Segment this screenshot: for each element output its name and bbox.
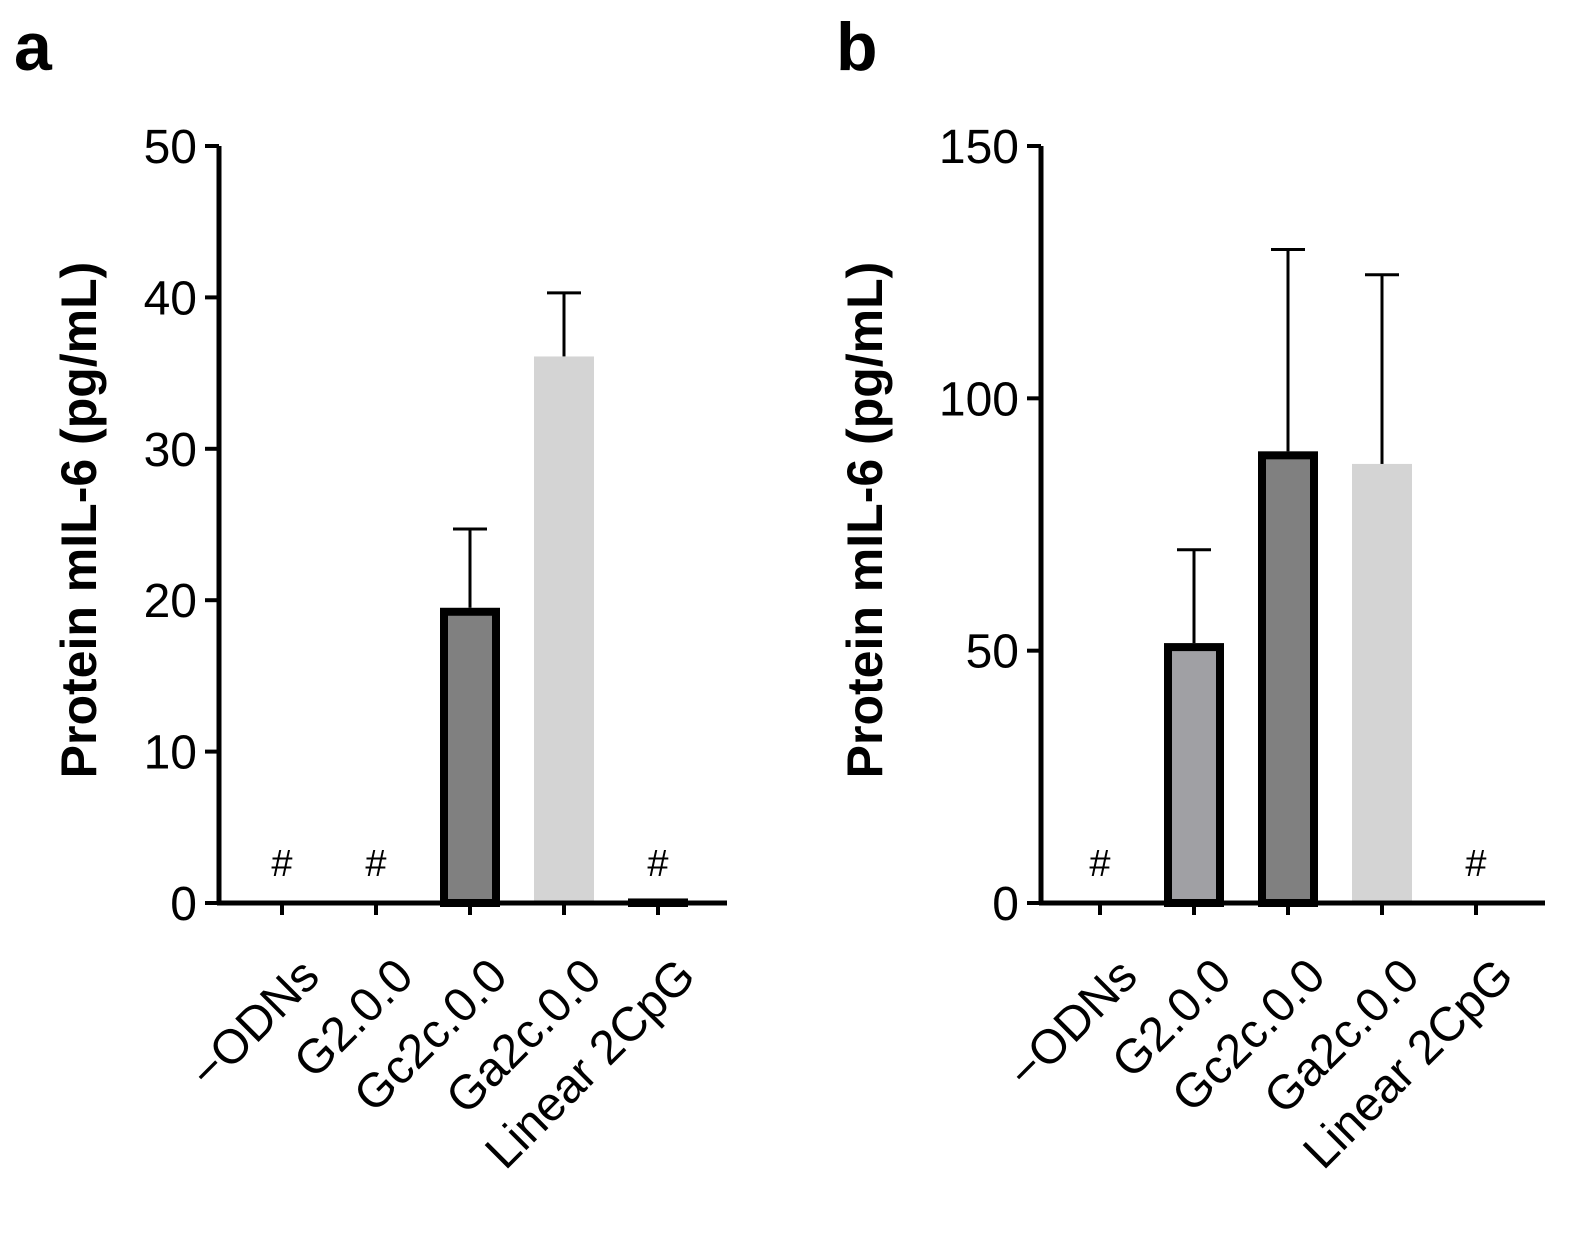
bar bbox=[440, 607, 500, 908]
bar bbox=[534, 356, 594, 903]
bar bbox=[1258, 451, 1318, 907]
y-tick-label: 0 bbox=[170, 878, 197, 931]
y-tick-label: 30 bbox=[144, 424, 197, 477]
panel-label: b bbox=[836, 9, 878, 85]
bar bbox=[1164, 643, 1224, 908]
y-axis-label: Protein mIL-6 (pg/mL) bbox=[51, 262, 107, 779]
significance-mark: # bbox=[1089, 843, 1110, 885]
y-tick-label: 0 bbox=[992, 878, 1019, 931]
y-tick-label: 100 bbox=[939, 373, 1019, 426]
panel-label: a bbox=[14, 9, 53, 85]
significance-mark: # bbox=[647, 843, 668, 885]
y-tick-label: 40 bbox=[144, 272, 197, 325]
y-tick-label: 20 bbox=[144, 575, 197, 628]
y-tick-label: 50 bbox=[966, 626, 1019, 679]
y-tick-label: 150 bbox=[939, 121, 1019, 174]
y-tick-label: 50 bbox=[144, 121, 197, 174]
significance-mark: # bbox=[1465, 843, 1486, 885]
y-tick-label: 10 bbox=[144, 727, 197, 780]
bar bbox=[1352, 463, 1412, 903]
x-tick-label: −ODNs bbox=[180, 949, 330, 1099]
y-axis-label: Protein mIL-6 (pg/mL) bbox=[837, 262, 893, 779]
x-tick-label: −ODNs bbox=[998, 949, 1148, 1099]
significance-mark: # bbox=[271, 843, 292, 885]
significance-mark: # bbox=[365, 843, 386, 885]
